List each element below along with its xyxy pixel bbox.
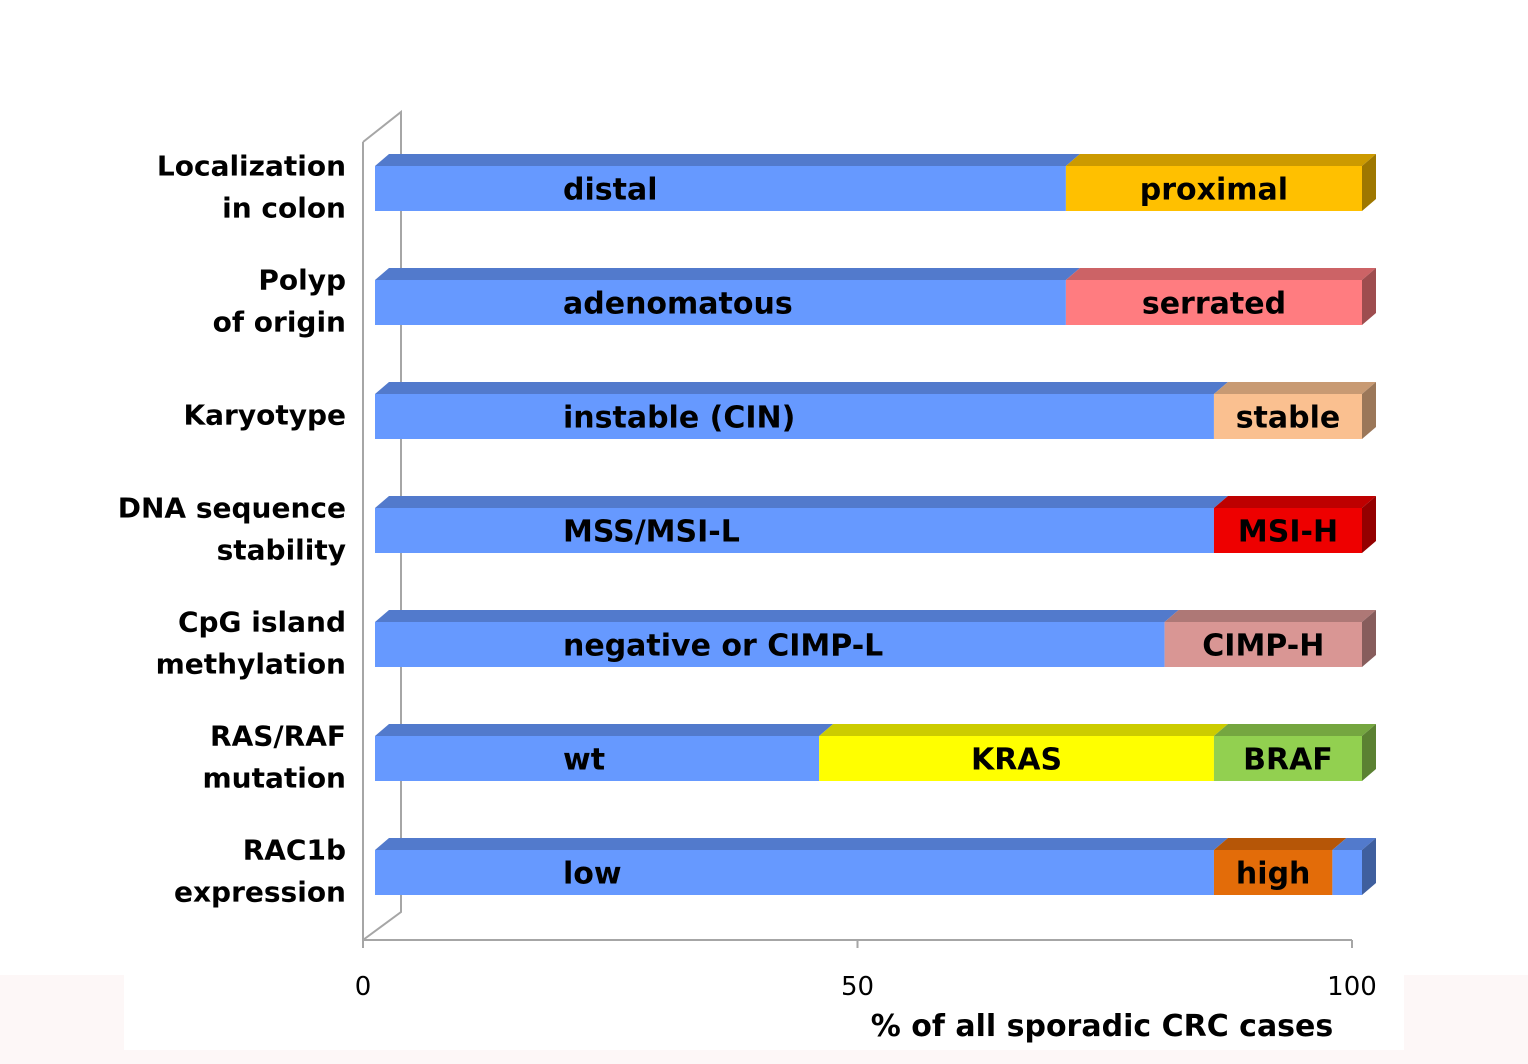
x-axis-title: % of all sporadic CRC cases — [871, 1009, 1334, 1044]
bar-segment — [375, 850, 1214, 895]
segment-label: MSI-H — [1238, 515, 1338, 550]
category-label: stability — [217, 534, 346, 567]
segment-label: high — [1236, 857, 1310, 892]
category-label: DNA sequence — [118, 492, 346, 525]
category-label: RAS/RAF — [210, 720, 346, 753]
bar-side-face — [1362, 268, 1376, 325]
bar-top-face — [1332, 838, 1376, 850]
bar-top-face — [375, 724, 834, 736]
bar-segment — [819, 736, 1214, 781]
bar-top-face — [375, 838, 1228, 850]
bar-side-face — [1362, 724, 1376, 781]
category-label: mutation — [202, 762, 346, 795]
segment-label: distal — [563, 173, 657, 208]
bar-top-face — [375, 268, 1080, 280]
segment-label: CIMP-H — [1202, 629, 1324, 664]
segment-label: negative or CIMP-L — [563, 629, 883, 664]
category-label: Polyp — [258, 264, 346, 297]
bar-top-face — [375, 382, 1228, 394]
bar-segment — [1213, 736, 1362, 781]
bar-top-face — [375, 496, 1228, 508]
x-tick-label: 0 — [355, 972, 372, 1002]
bar-segment — [375, 508, 1214, 553]
category-label: methylation — [156, 648, 346, 681]
bar-segment — [1213, 850, 1333, 895]
bar-top-face — [375, 154, 1080, 166]
category-label: Localization — [157, 150, 346, 183]
bar-segment — [375, 394, 1214, 439]
bar-segment — [375, 166, 1066, 211]
segment-label: KRAS — [971, 743, 1062, 778]
segment-label: MSS/MSI-L — [563, 515, 740, 550]
bar-side-face — [1362, 382, 1376, 439]
category-label: CpG island — [178, 606, 346, 639]
bar-top-face — [1213, 724, 1376, 736]
segment-label: adenomatous — [563, 287, 793, 322]
bar-segment — [1213, 394, 1362, 439]
bar-segment — [375, 280, 1066, 325]
bar-side-face — [1362, 610, 1376, 667]
bar-side-face — [1362, 154, 1376, 211]
bar-segment — [1065, 166, 1362, 211]
category-label: of origin — [213, 306, 346, 339]
x-tick-label: 50 — [841, 972, 874, 1002]
segment-label: low — [563, 857, 622, 892]
bar-segment — [1332, 850, 1362, 895]
bar-top-face — [1065, 268, 1376, 280]
bar-segment — [1164, 622, 1362, 667]
segment-label: wt — [563, 743, 605, 778]
segment-label: BRAF — [1243, 743, 1333, 778]
bar-top-face — [375, 610, 1179, 622]
category-label: RAC1b — [243, 834, 346, 867]
category-label: in colon — [222, 192, 346, 225]
axis-label-panel — [124, 975, 1404, 1050]
bar-side-face — [1362, 496, 1376, 553]
bar-segment — [1065, 280, 1362, 325]
segment-label: instable (CIN) — [563, 401, 795, 436]
segment-label: serrated — [1142, 287, 1286, 322]
bar-segment — [375, 622, 1165, 667]
bar-top-face — [819, 724, 1228, 736]
bar-segment — [375, 736, 820, 781]
category-label: Karyotype — [183, 399, 346, 432]
bar-side-face — [1362, 838, 1376, 895]
bar-top-face — [1213, 838, 1347, 850]
segment-label: proximal — [1140, 173, 1288, 208]
bar-top-face — [1164, 610, 1376, 622]
category-label: expression — [174, 876, 346, 909]
bar-top-face — [1213, 382, 1376, 394]
bar-segment — [1213, 508, 1362, 553]
segment-label: stable — [1236, 401, 1341, 436]
bar-top-face — [1213, 496, 1376, 508]
bar-top-face — [1065, 154, 1376, 166]
x-tick-label: 100 — [1327, 972, 1377, 1002]
